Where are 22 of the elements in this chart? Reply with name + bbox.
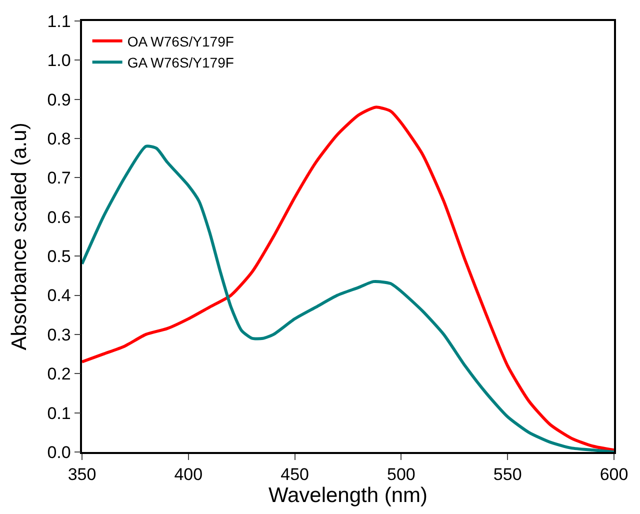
y-tick-label: 1.0 [47, 51, 71, 70]
y-tick-label: 0.0 [47, 442, 71, 462]
y-tick-label: 0.2 [47, 364, 71, 384]
x-tick-label: 350 [68, 465, 96, 484]
x-tick-label: 550 [493, 465, 522, 484]
x-tick-label: 450 [280, 465, 309, 484]
y-tick-label: 1.1 [47, 12, 71, 31]
y-axis-title: Absorbance scaled (a.u) [8, 122, 31, 350]
x-tick-label: 600 [600, 465, 628, 484]
legend-label: OA W76S/Y179F [127, 33, 234, 50]
legend-label: GA W76S/Y179F [127, 54, 234, 71]
y-tick-label: 0.8 [47, 130, 71, 148]
y-tick-label: 0.9 [47, 90, 71, 110]
y-tick-label: 0.3 [47, 325, 71, 344]
y-tick-label: 0.6 [47, 208, 71, 227]
y-tick-label: 0.1 [47, 404, 71, 423]
y-tick-label: 0.4 [47, 286, 71, 306]
y-tick-label: 0.5 [47, 247, 71, 266]
x-tick-label: 400 [174, 465, 203, 484]
x-axis-title: Wavelength (nm) [268, 484, 428, 508]
y-tick-label: 0.7 [47, 168, 71, 188]
x-tick-label: 500 [387, 465, 416, 484]
